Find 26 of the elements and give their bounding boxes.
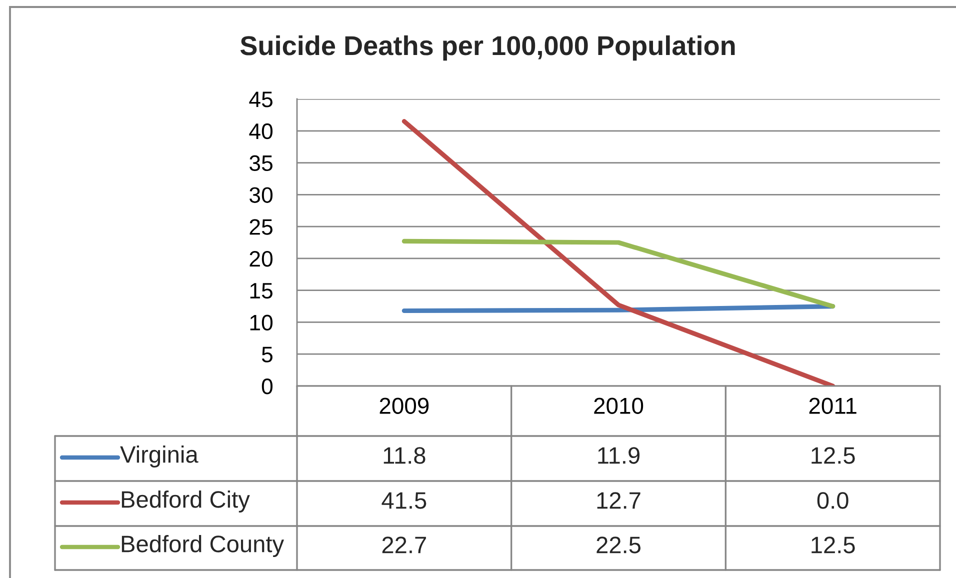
y-tick-label: 25	[250, 219, 272, 235]
data-label: 11.8	[384, 447, 426, 464]
y-tick-label: 0	[262, 378, 273, 394]
data-label: 41.5	[382, 492, 426, 509]
x-tick-label: 2011	[809, 398, 856, 414]
data-label: 22.5	[596, 536, 640, 554]
y-tick-label: 35	[250, 155, 272, 172]
y-tick-label: 40	[249, 123, 273, 140]
data-label: 11.9	[598, 447, 640, 464]
legend-label: Virginia	[120, 445, 198, 468]
y-tick-label: 45	[249, 92, 272, 108]
legend-label: Bedford City	[122, 490, 250, 513]
x-tick-label: 2010	[594, 398, 644, 414]
x-tick-label: 2009	[380, 398, 429, 414]
data-label: 12.5	[812, 447, 855, 464]
data-label: 22.7	[382, 536, 426, 554]
data-label: 12.7	[597, 492, 640, 509]
data-label: 0.0	[817, 492, 848, 509]
y-tick-label: 10	[250, 314, 273, 330]
y-tick-label: 5	[262, 346, 272, 362]
y-tick-label: 15	[250, 283, 272, 299]
chart-title: Suicide Deaths per 100,000 Population	[240, 35, 735, 61]
data-label: 12.5	[812, 536, 855, 554]
y-tick-label: 20	[250, 250, 273, 267]
y-tick-label: 30	[250, 187, 273, 203]
legend-label: Bedford County	[122, 534, 284, 558]
